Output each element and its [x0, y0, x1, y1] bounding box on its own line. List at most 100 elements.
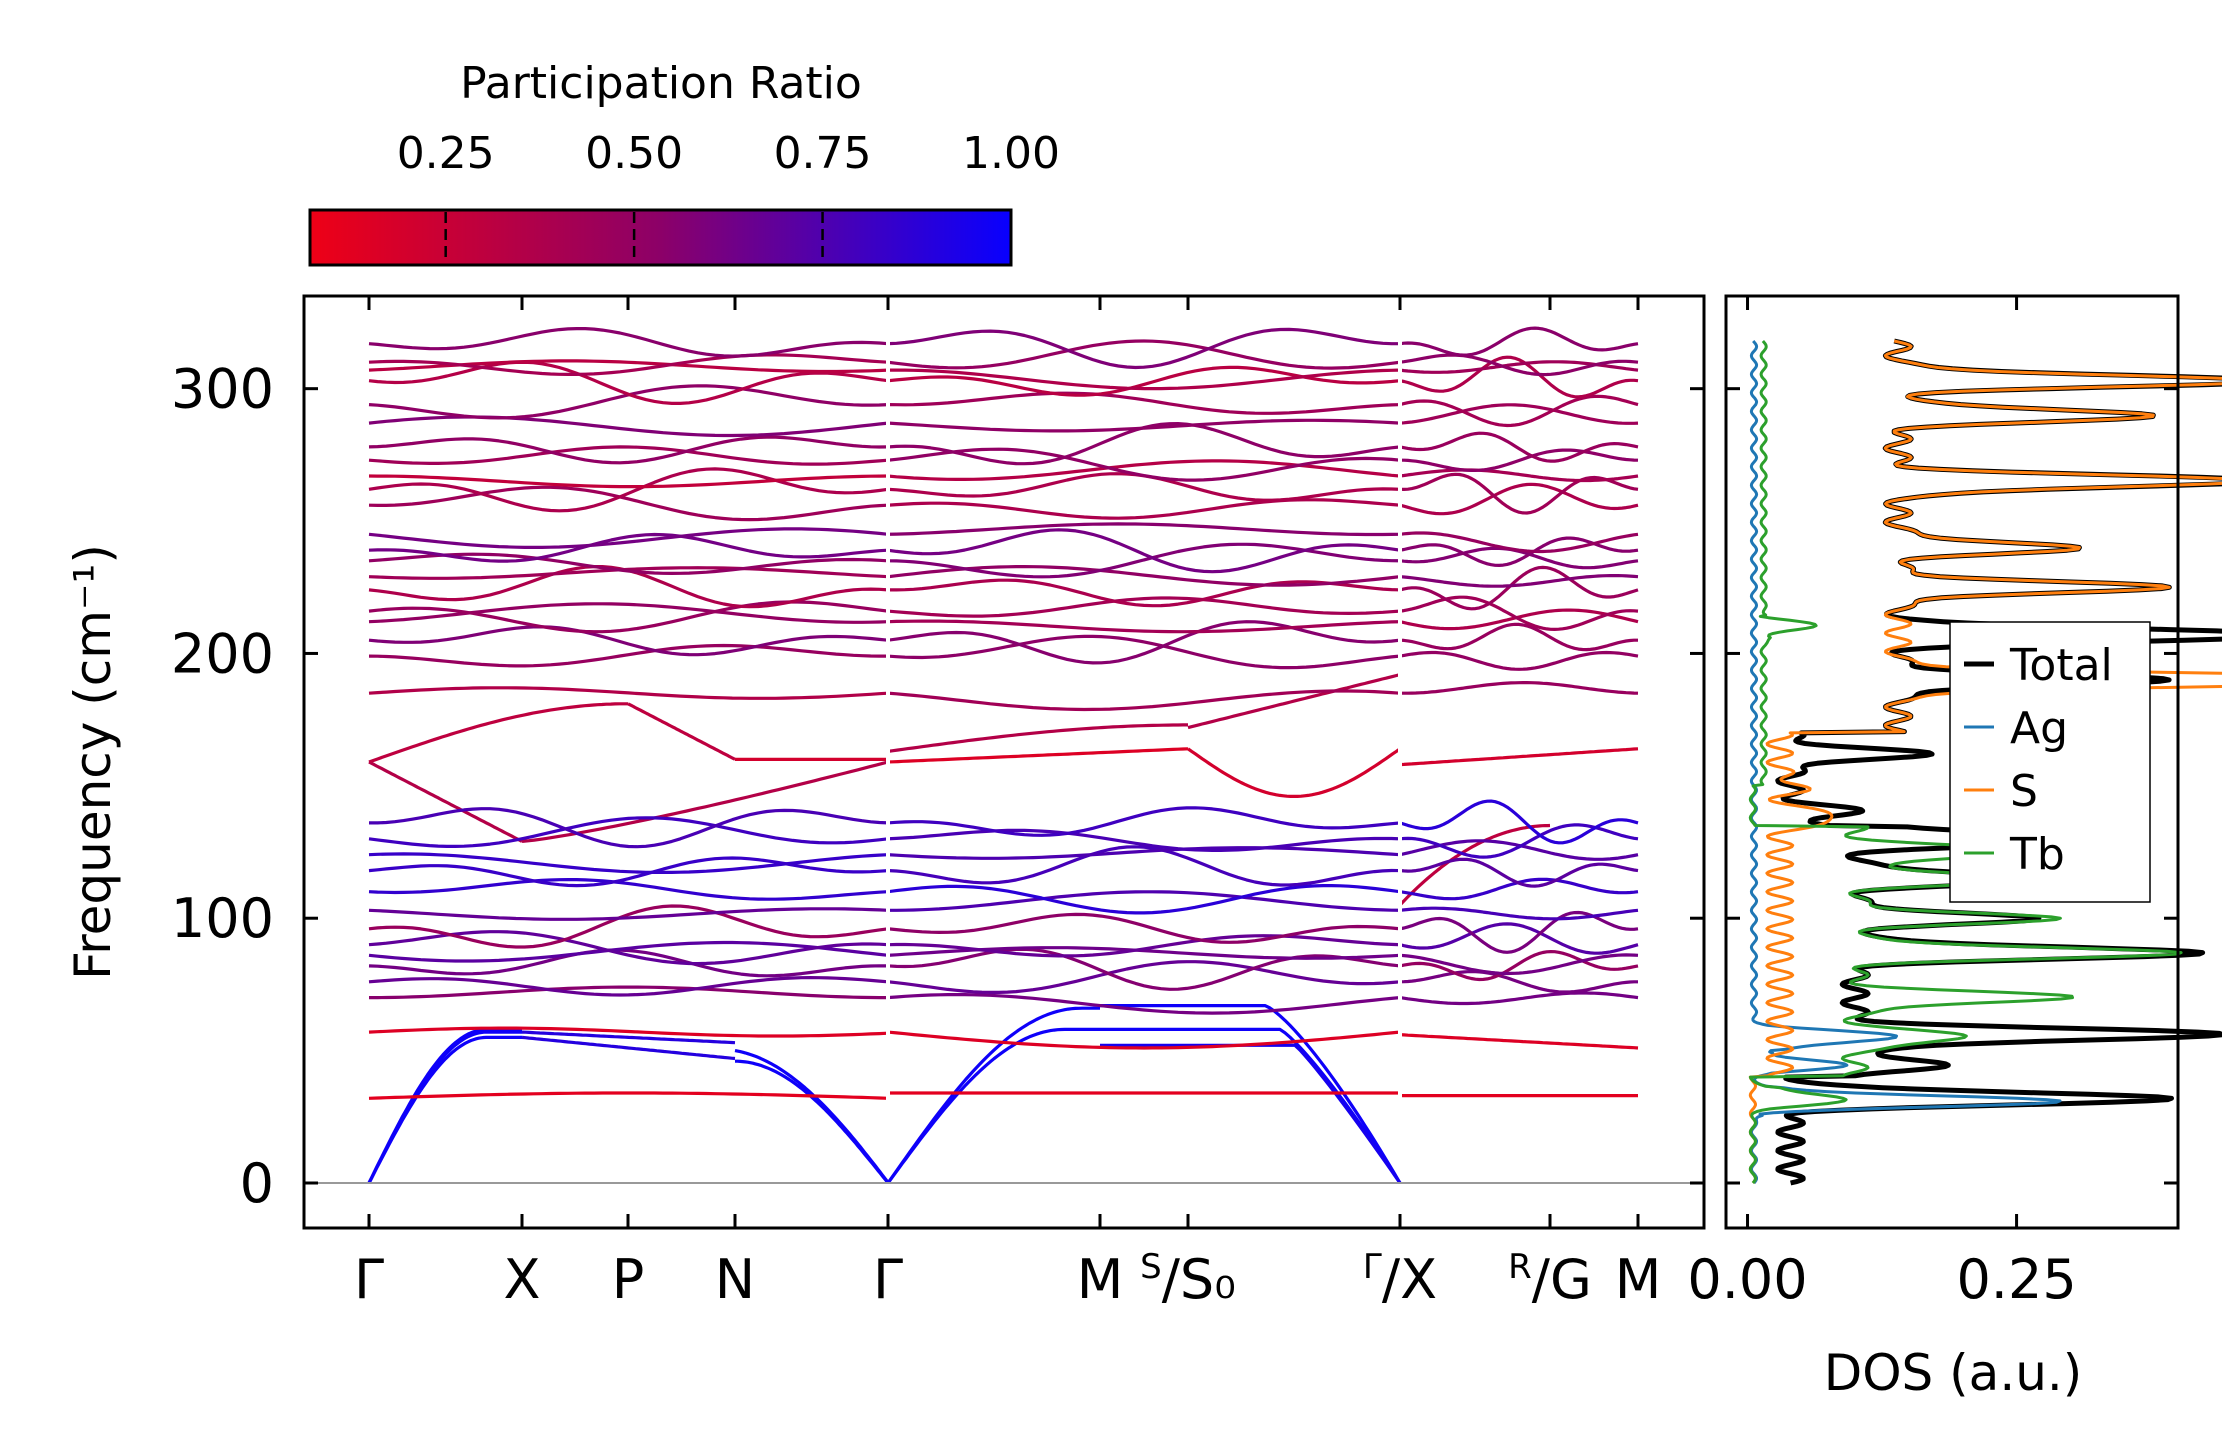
optical-band	[368, 415, 889, 438]
acoustic-branch	[886, 1027, 1100, 1184]
optical-band	[368, 904, 889, 949]
optical-band	[888, 890, 1401, 912]
x-tick-label: S/S₀	[1140, 1247, 1236, 1311]
optical-band	[1399, 1033, 1639, 1050]
optical-band	[1399, 991, 1639, 1006]
dos-ag-line	[1749, 340, 2062, 1184]
colorbar-ticks: 0.25 0.50 0.75 1.00	[397, 128, 1060, 263]
y-tick-label: 0	[240, 1152, 274, 1215]
x-tick-label: Γ/X	[1363, 1247, 1437, 1311]
optical-band	[368, 1026, 889, 1038]
optical-band	[887, 634, 1401, 670]
colorbar-tick-label: 0.75	[774, 128, 872, 179]
optical-band	[887, 993, 1401, 1015]
optical-band	[368, 384, 889, 420]
optical-band	[887, 418, 1401, 433]
segment-gap	[1398, 336, 1402, 1104]
optical-band	[368, 602, 889, 624]
colorbar-tick-label: 0.25	[397, 128, 495, 179]
optical-band	[1399, 823, 1639, 859]
optical-band	[1399, 574, 1639, 588]
x-tick-main: /S₀	[1162, 1248, 1236, 1311]
x-tick-label: X	[504, 1248, 541, 1311]
optical-band	[1399, 468, 1639, 483]
band-lines	[367, 326, 1639, 1184]
optical-band	[368, 878, 889, 901]
acoustic-branch	[735, 1059, 890, 1184]
optical-band	[1399, 595, 1639, 631]
optical-band	[1187, 673, 1401, 730]
optical-band	[1399, 922, 1639, 955]
optical-band	[1399, 857, 1639, 888]
optical-band	[887, 620, 1401, 665]
colorbar-gradient	[308, 208, 1013, 267]
x-tick-sup: R	[1508, 1247, 1532, 1287]
optical-band	[1399, 565, 1639, 611]
legend-label: S	[2010, 766, 2038, 817]
optical-band	[368, 686, 889, 700]
optical-band	[369, 985, 888, 1000]
optical-band	[1399, 950, 1639, 982]
optical-band	[887, 884, 1401, 915]
optical-band	[887, 391, 1401, 415]
optical-band	[368, 445, 889, 466]
optical-band	[887, 689, 1401, 712]
optical-band	[368, 353, 889, 376]
acoustic-branch	[521, 1030, 736, 1045]
acoustic-branch	[1100, 1004, 1402, 1184]
optical-band	[368, 467, 889, 513]
optical-band	[368, 327, 889, 358]
band-frame	[302, 294, 1706, 1230]
optical-band	[368, 360, 889, 405]
optical-band	[1399, 472, 1639, 515]
optical-band	[368, 552, 889, 575]
optical-band	[368, 816, 889, 848]
optical-band	[887, 447, 1401, 482]
optical-band	[887, 806, 1401, 837]
acoustic-branch	[367, 1035, 522, 1184]
dos-x-tick-label: 0.25	[1956, 1248, 2076, 1311]
optical-band	[1398, 823, 1551, 907]
dos-frame	[1724, 294, 2180, 1230]
optical-band	[887, 747, 1189, 764]
optical-band	[887, 542, 1401, 579]
optical-band	[368, 532, 889, 563]
x-tick-label: N	[715, 1248, 755, 1311]
optical-band	[887, 723, 1188, 753]
optical-band	[368, 907, 889, 921]
colorbar-title: Participation Ratio	[460, 58, 862, 109]
optical-band	[521, 760, 889, 843]
dos-s-line	[1748, 339, 2222, 1184]
optical-band	[887, 828, 1401, 852]
colorbar-tick-label: 1.00	[962, 128, 1060, 179]
acoustic-branch	[1100, 1027, 1402, 1184]
optical-band	[368, 930, 889, 966]
x-tick-label: Γ	[873, 1248, 903, 1311]
dos-axis: 0.00 0.25	[1687, 294, 2180, 1311]
optical-band	[1399, 536, 1639, 567]
optical-band	[368, 485, 889, 522]
optical-band	[888, 578, 1401, 608]
optical-band	[369, 807, 889, 849]
dos-x-tick-label: 0.00	[1687, 1248, 1807, 1311]
optical-band	[368, 856, 889, 888]
optical-band	[1399, 906, 1639, 921]
optical-band	[1399, 608, 1639, 631]
optical-band	[887, 947, 1401, 991]
optical-band	[887, 934, 1401, 958]
x-tick-label: M	[1615, 1248, 1662, 1311]
y-tick-label: 300	[171, 358, 274, 421]
optical-band	[887, 565, 1401, 587]
optical-band	[887, 596, 1401, 618]
optical-band	[887, 528, 1401, 574]
optical-band	[1399, 394, 1639, 428]
optical-band	[887, 912, 1401, 944]
optical-band	[1399, 953, 1639, 976]
optical-band	[887, 365, 1401, 397]
optical-band	[368, 1091, 889, 1100]
legend-label: Tb	[2009, 829, 2065, 880]
optical-band	[887, 845, 1401, 887]
x-tick-label: P	[612, 1248, 645, 1311]
optical-band	[368, 474, 889, 489]
